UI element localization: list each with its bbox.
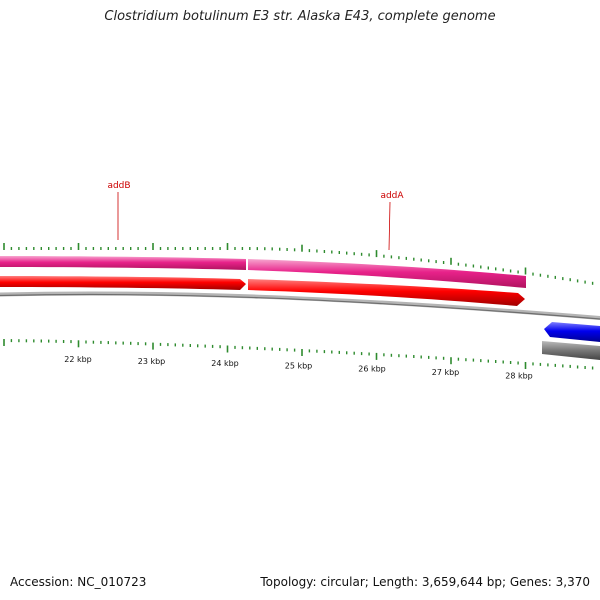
- accession-label: Accession: NC_010723: [10, 575, 147, 589]
- gene-label-addb: addB: [107, 181, 131, 240]
- genome-stats: Topology: circular; Length: 3,659,644 bp…: [260, 575, 590, 589]
- axis-tick-label: 28 kbp: [505, 372, 533, 381]
- gene-feature-gray[interactable]: [542, 341, 600, 360]
- axis-tick-label: 24 kbp: [211, 359, 239, 368]
- cds-feature-adda[interactable]: [248, 259, 526, 288]
- gene-arrow-adda[interactable]: [248, 279, 525, 306]
- gene-arrow-addb[interactable]: [0, 276, 246, 290]
- axis-tick-label: 23 kbp: [138, 357, 166, 366]
- genome-backbone: [0, 291, 600, 320]
- tick-marks-inner: [3, 339, 594, 370]
- axis-tick-label: 27 kbp: [432, 368, 460, 377]
- gene-arrow-reverse[interactable]: [544, 322, 600, 342]
- gene-label-adda: addA: [380, 191, 404, 251]
- cds-feature-addb[interactable]: [0, 256, 246, 270]
- axis-labels: 22 kbp 23 kbp 24 kbp 25 kbp 26 kbp 27 kbp 28 k…: [64, 355, 533, 381]
- axis-tick-label: 26 kbp: [358, 365, 386, 374]
- map-title: Clostridium botulinum E3 str. Alaska E43…: [104, 9, 496, 24]
- svg-text:addA: addA: [380, 191, 404, 201]
- tick-marks-outer: [3, 243, 594, 285]
- axis-tick-label: 22 kbp: [64, 355, 92, 364]
- axis-tick-label: 25 kbp: [285, 362, 313, 371]
- svg-text:addB: addB: [107, 181, 130, 191]
